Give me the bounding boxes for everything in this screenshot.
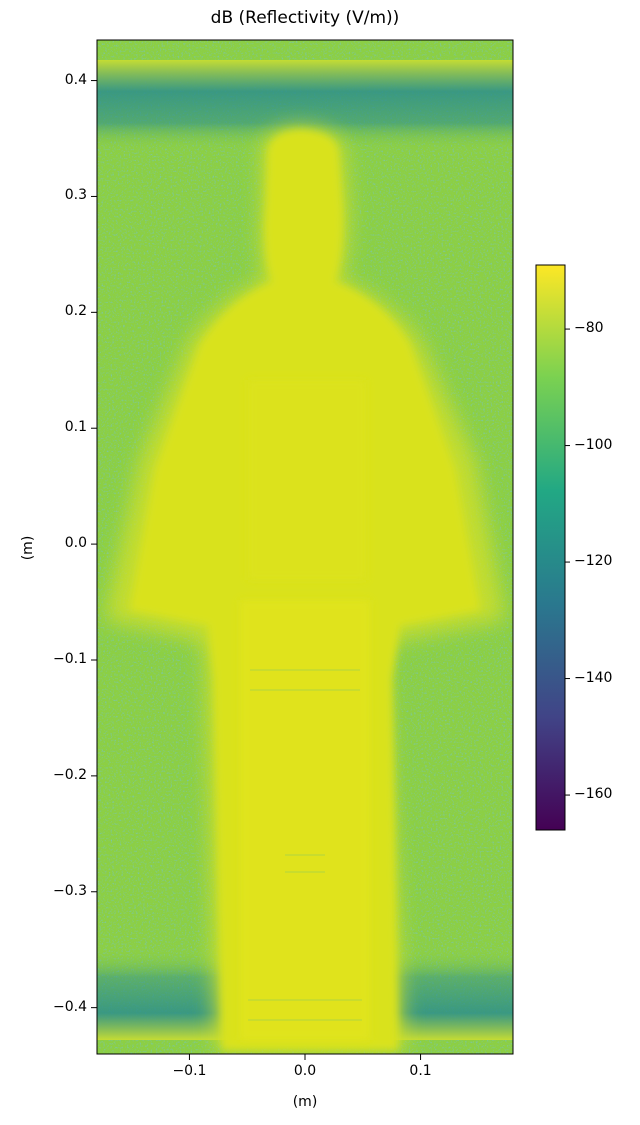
x-tick-label: 0.1 <box>409 1063 432 1079</box>
colorbar-tick-label: −80 <box>574 320 604 337</box>
x-tick-label: 0.0 <box>293 1063 317 1079</box>
y-tick-label: −0.2 <box>53 766 87 783</box>
x-ticks <box>188 1054 422 1060</box>
x-axis-label: (m) <box>292 1094 318 1110</box>
y-tick-label: 0.0 <box>64 535 87 552</box>
texture-lines <box>248 669 362 1021</box>
y-tick-label: −0.4 <box>53 998 87 1015</box>
y-ticks <box>91 80 97 1009</box>
heatmap-image <box>97 40 513 1054</box>
y-axis-label: (m) <box>20 535 36 561</box>
y-tick-label: 0.4 <box>64 71 87 88</box>
y-tick-label: −0.1 <box>53 650 87 667</box>
silhouette-body <box>130 130 480 1050</box>
y-tick-label: −0.3 <box>53 882 87 899</box>
silhouette-inner <box>240 380 370 1040</box>
y-tick-label: 0.3 <box>64 187 87 204</box>
colorbar <box>535 264 566 831</box>
x-tick-label: −0.1 <box>172 1063 207 1079</box>
y-tick-label: 0.2 <box>64 303 87 320</box>
colorbar-tick-label: −120 <box>574 553 613 570</box>
colorbar-tick-label: −140 <box>574 669 613 686</box>
colorbar-tick-label: −100 <box>574 436 613 453</box>
colorbar-ticks <box>565 328 570 796</box>
colorbar-tick-label: −160 <box>574 786 613 803</box>
y-tick-label: 0.1 <box>64 419 87 436</box>
chart-title: dB (Reflectivity (V/m)) <box>210 8 400 28</box>
